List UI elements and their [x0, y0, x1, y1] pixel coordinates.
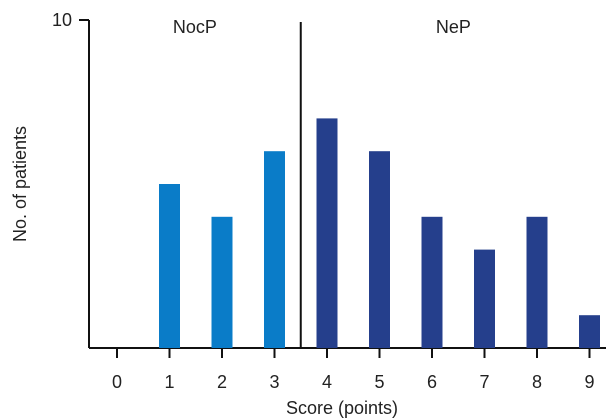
bar: [264, 151, 285, 348]
x-tick-label: 5: [374, 372, 384, 392]
bar: [421, 216, 443, 348]
bar: [579, 315, 600, 348]
bar: [211, 216, 233, 348]
x-tick-label: 8: [532, 372, 542, 392]
bar: [474, 249, 495, 348]
x-tick-label: 6: [427, 372, 437, 392]
y-tick-label: 10: [52, 10, 72, 30]
x-tick-label: 9: [584, 372, 594, 392]
plot-area: 10 0 1 2 3 4 5 6 7 8 9 NocP NeP: [52, 10, 606, 392]
y-axis-label: No. of patients: [10, 126, 30, 242]
x-tick-label: 2: [217, 372, 227, 392]
bars: [159, 118, 600, 349]
x-ticks: 0 1 2 3 4 5 6 7 8 9: [112, 348, 595, 392]
bar: [316, 118, 338, 349]
group-label: NeP: [436, 17, 471, 37]
group-label: NocP: [173, 17, 217, 37]
y-ticks: 10: [52, 10, 89, 30]
bar: [369, 151, 390, 348]
x-tick-label: 4: [322, 372, 332, 392]
x-tick-label: 7: [479, 372, 489, 392]
x-tick-label: 3: [269, 372, 279, 392]
x-axis-label: Score (points): [286, 398, 398, 418]
group-labels: NocP NeP: [173, 17, 471, 37]
bar: [526, 216, 548, 348]
x-tick-label: 1: [164, 372, 174, 392]
bar: [159, 184, 180, 348]
x-tick-label: 0: [112, 372, 122, 392]
